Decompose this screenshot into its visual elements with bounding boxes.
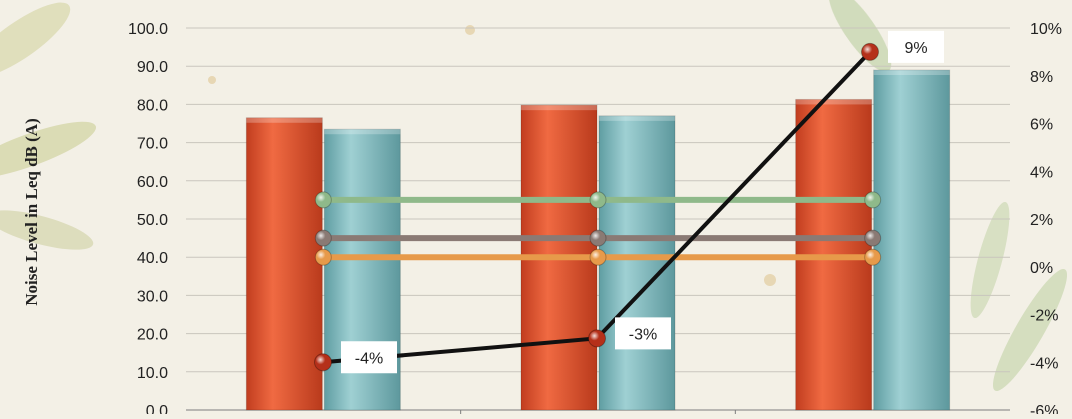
marker-highlight: [864, 191, 881, 208]
y-axis-right: 10% 8% 6% 4% 2% 0% -2% -4% -6%: [1030, 21, 1062, 419]
bar-top-bevel: [795, 99, 872, 105]
marker-highlight: [315, 249, 332, 266]
y-axis-left: 100.0 90.0 80.0 70.0 60.0 50.0 40.0 30.0 20.0 10.…: [128, 21, 168, 419]
data-label-box: [341, 341, 397, 374]
y-tick-label: 100.0: [128, 21, 168, 38]
y2-tick-label: -6%: [1030, 403, 1058, 414]
y2-tick-label: -2%: [1030, 308, 1058, 325]
y-axis-title: Noise Level in Leq dB (A): [22, 118, 41, 305]
bar-top-bevel: [521, 105, 597, 111]
data-label-box: [888, 30, 944, 63]
y-tick-label: 80.0: [137, 97, 168, 114]
leaf-shape: [970, 201, 1010, 319]
bar-top-bevel: [873, 70, 950, 76]
marker-highlight: [864, 249, 881, 266]
marker-highlight: [590, 191, 606, 208]
bar-series: [245, 69, 951, 411]
change-series: -4% -3% 9%: [314, 30, 944, 374]
bar-top-bevel: [599, 115, 675, 121]
bar-s1: [873, 69, 951, 411]
reference-lines: [314, 191, 882, 266]
y2-tick-label: 6%: [1030, 117, 1053, 134]
data-label: -3%: [629, 326, 657, 343]
marker-highlight: [590, 230, 606, 247]
data-label-box: [615, 317, 671, 350]
y-tick-label: 0.0: [146, 403, 168, 414]
y2-tick-label: 4%: [1030, 164, 1053, 181]
y-tick-label: 60.0: [137, 174, 168, 191]
paint-speck: [764, 274, 776, 286]
y-tick-label: 50.0: [137, 212, 168, 229]
leaf-shape: [0, 121, 97, 179]
y-tick-label: 20.0: [137, 327, 168, 344]
paint-speck: [208, 76, 216, 84]
leaf-shape: [992, 268, 1068, 392]
data-label: 9%: [904, 40, 927, 57]
data-label: -4%: [355, 350, 383, 367]
marker-highlight: [315, 230, 332, 247]
bar-s0: [245, 117, 323, 411]
y2-tick-label: 8%: [1030, 69, 1053, 86]
bar-top-bevel: [324, 129, 401, 135]
marker-highlight: [861, 43, 879, 61]
marker-highlight: [588, 329, 606, 347]
y-tick-label: 30.0: [137, 288, 168, 305]
y2-tick-label: 0%: [1030, 260, 1053, 277]
bar-top-bevel: [246, 117, 323, 123]
marker-highlight: [864, 230, 881, 247]
marker-highlight: [314, 353, 332, 371]
marker-highlight: [590, 249, 606, 266]
y-tick-label: 90.0: [137, 59, 168, 76]
y-tick-label: 10.0: [137, 365, 168, 382]
paint-speck: [465, 25, 475, 35]
leaf-shape: [0, 2, 71, 78]
y-tick-label: 70.0: [137, 136, 168, 153]
marker-highlight: [315, 191, 332, 208]
y2-tick-label: -4%: [1030, 355, 1058, 372]
leaf-shape: [0, 210, 94, 250]
y2-tick-label: 10%: [1030, 21, 1062, 38]
bar-s1: [598, 115, 676, 411]
y2-tick-label: 2%: [1030, 212, 1053, 229]
y-tick-label: 40.0: [137, 250, 168, 267]
